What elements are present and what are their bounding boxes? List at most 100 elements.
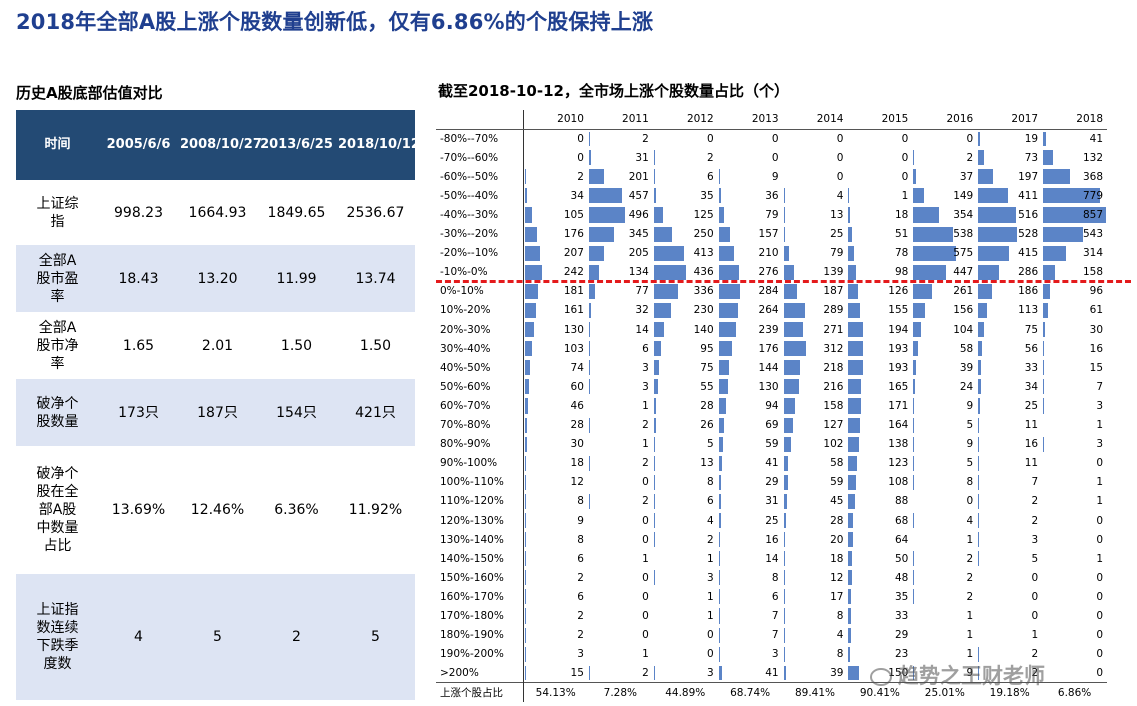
row-label: 全部A股市盈率 [16, 245, 99, 312]
data-cell: 68 [847, 511, 912, 530]
data-value: 289 [823, 304, 844, 317]
data-value: 6 [706, 495, 714, 508]
data-value: 0 [706, 629, 714, 642]
data-value: 216 [823, 380, 844, 393]
data-cell: 12 [783, 568, 848, 587]
data-value: 78 [894, 247, 909, 260]
data-value: 345 [628, 228, 649, 241]
data-bar [913, 398, 914, 414]
data-value: 2 [1031, 514, 1039, 527]
data-cell: 25 [718, 511, 783, 530]
data-value: 15 [1089, 361, 1104, 374]
data-bar [913, 188, 925, 204]
data-value: 1 [706, 590, 714, 603]
table-cell: 12.46% [190, 502, 245, 518]
data-bar [783, 283, 798, 299]
data-cell: 16 [977, 435, 1042, 454]
data-cell: 0 [523, 148, 588, 167]
data-value: 12 [830, 571, 844, 584]
data-cell: 4 [783, 186, 848, 205]
table-row: -70%--60% 0 31 2 0 0 0 2 73 132 [436, 148, 1107, 168]
data-cell: 201 [588, 167, 653, 186]
data-bar [848, 436, 859, 452]
table-cell: 1.65 [122, 337, 155, 354]
data-bar [913, 360, 917, 376]
page-title: 2018年全部A股上涨个股数量创新低，仅有6.86%的个股保持上涨 [16, 10, 654, 34]
data-value: 2 [642, 667, 649, 680]
data-value: 0 [1096, 667, 1104, 680]
data-value: 39 [830, 667, 844, 680]
data-value: 48 [894, 571, 909, 584]
return-bucket-label: -10%-0% [436, 262, 524, 282]
data-cell: 3 [588, 358, 653, 377]
table-row: 190%-200% 3 1 0 3 8 23 1 2 0 [436, 644, 1107, 664]
data-bar [978, 360, 981, 376]
data-cell: 41 [1042, 129, 1107, 148]
data-value: 176 [758, 342, 779, 355]
data-value: 35 [894, 590, 909, 603]
data-cell: 0 [912, 492, 977, 511]
table-row: 0%-10% 181 77 336 284 187 126 261 186 96 [436, 281, 1107, 301]
data-bar [978, 264, 1000, 280]
data-value: 149 [953, 189, 974, 202]
data-value: 2 [706, 151, 714, 164]
data-cell: 1 [588, 645, 653, 664]
table-row: 170%-180% 2 0 1 7 8 33 1 0 0 [436, 606, 1107, 626]
data-value: 0 [1096, 514, 1104, 527]
data-cell: 8 [653, 473, 718, 492]
data-cell: 779 [1042, 186, 1107, 205]
data-cell: 1 [1042, 473, 1107, 492]
data-value: 0 [642, 571, 649, 584]
data-value: 36 [765, 189, 779, 202]
data-cell: 411 [977, 186, 1042, 205]
data-cell: 15 [1042, 358, 1107, 377]
data-value: 447 [953, 266, 974, 279]
year-header: 2015 [847, 110, 913, 130]
data-bar [783, 360, 800, 376]
data-value: 58 [959, 342, 974, 355]
data-cell: 264 [718, 301, 783, 320]
data-value: 68 [894, 514, 909, 527]
return-bucket-label: 20%-30% [436, 320, 524, 340]
data-value: 2 [642, 132, 649, 145]
data-cell: 14 [588, 320, 653, 339]
return-bucket-label: -30%--20% [436, 224, 524, 244]
data-value: 7 [771, 629, 779, 642]
data-value: 156 [953, 304, 974, 317]
data-cell: 6 [653, 167, 718, 186]
data-bar [848, 493, 855, 509]
data-cell: 13 [783, 205, 848, 224]
data-bar [718, 341, 732, 357]
year-header: 2011 [587, 110, 653, 130]
data-cell: 312 [783, 339, 848, 358]
data-value: 0 [1031, 590, 1039, 603]
data-cell: 3 [977, 530, 1042, 549]
data-cell: 575 [912, 244, 977, 263]
data-value: 34 [570, 189, 584, 202]
return-bucket-label: 10%-20% [436, 300, 524, 321]
return-bucket-label: 50%-60% [436, 377, 524, 397]
data-bar [783, 589, 785, 605]
data-bar [848, 570, 852, 586]
data-cell: 14 [718, 549, 783, 568]
data-bar [913, 474, 914, 490]
return-bucket-label: 130%-140% [436, 530, 524, 550]
data-cell: 45 [783, 492, 848, 511]
row-label: 上证综指 [36, 195, 79, 230]
data-bar [718, 283, 740, 299]
data-bar [783, 474, 788, 490]
data-value: 413 [693, 247, 714, 260]
data-bar [1043, 226, 1083, 242]
data-value: 18 [894, 209, 909, 222]
data-value: 201 [628, 170, 649, 183]
up-ratio-row: 上涨个股占比 54.13% 7.28% 44.89% 68.74% 89.41% 90.41… [436, 682, 1108, 702]
data-bar [978, 226, 1017, 242]
data-cell: 2 [977, 664, 1042, 683]
data-cell: 2 [912, 568, 977, 587]
data-value: 354 [953, 209, 974, 222]
data-value: 74 [570, 361, 584, 374]
data-bar [1043, 283, 1051, 299]
data-cell: 230 [653, 301, 718, 320]
return-bucket-label: 90%-100% [436, 453, 524, 473]
table-row: 20%-30% 130 14 140 239 271 194 104 75 30 [436, 320, 1107, 340]
